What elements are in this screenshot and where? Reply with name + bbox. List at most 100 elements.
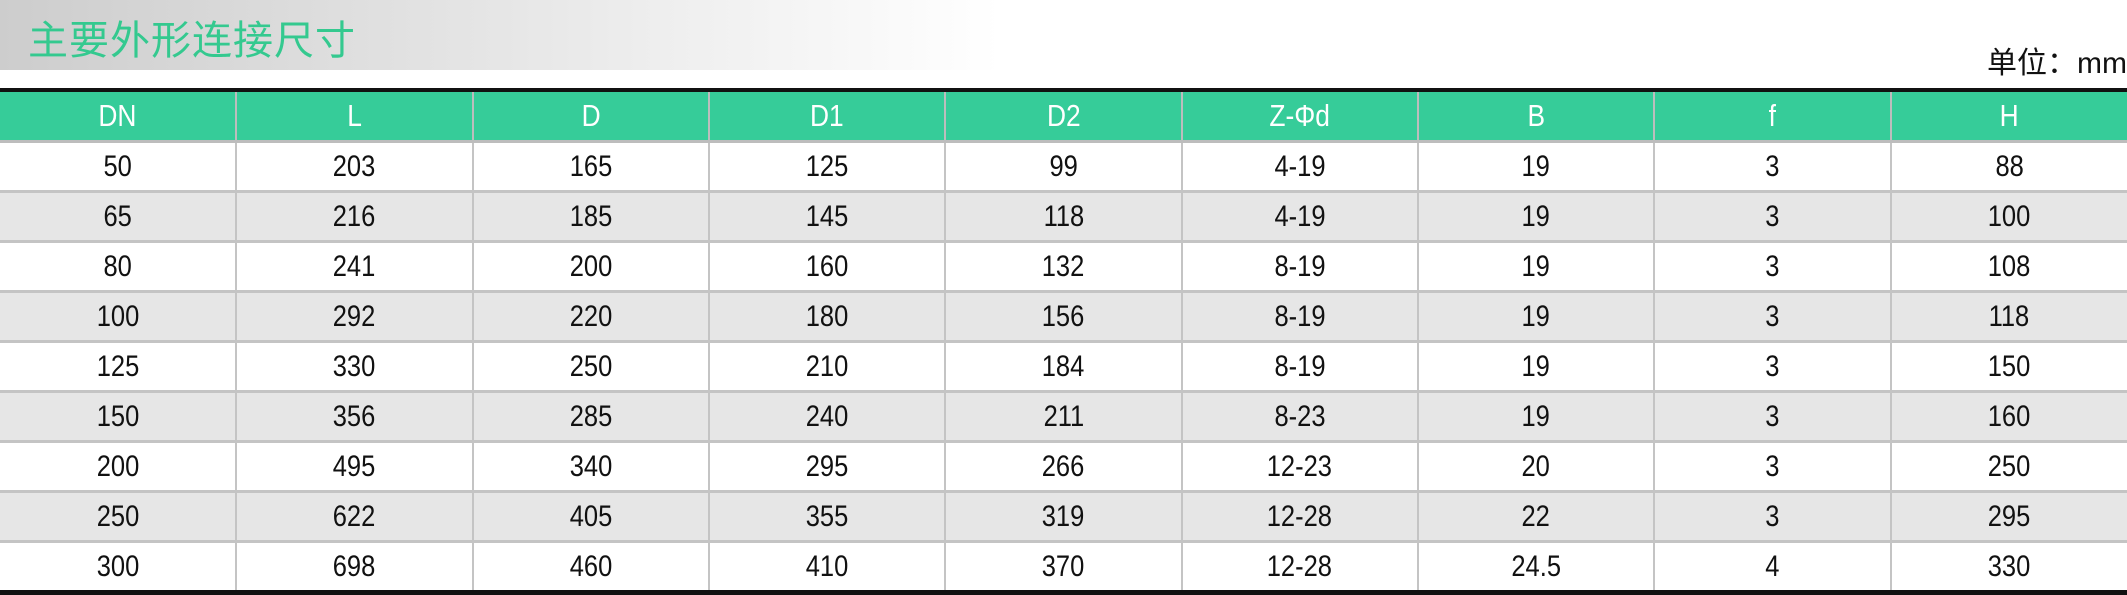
table-row: 50 203 165 125 99 4-19 19 3 88 [0, 141, 2127, 193]
cell-value: 356 [333, 399, 376, 433]
table-cell: 3 [1653, 391, 1891, 443]
cell-value: 266 [1042, 449, 1085, 483]
cell-value: 132 [1042, 249, 1085, 283]
table-cell: 24.5 [1416, 541, 1655, 593]
table-cell: 100 [1889, 191, 2127, 243]
table-cell: 185 [471, 191, 709, 243]
cell-value: 216 [333, 199, 376, 233]
table-cell: 4-19 [1180, 141, 1418, 193]
table-cell: 22 [1416, 491, 1655, 543]
table-cell: 240 [707, 391, 946, 443]
table-cell: 20 [1416, 441, 1655, 493]
table-cell: 19 [1416, 391, 1655, 443]
cell-value: 319 [1042, 499, 1085, 533]
cell-value: 12-28 [1267, 549, 1333, 583]
cell-value: 19 [1521, 249, 1551, 283]
column-header: D1 [707, 90, 946, 143]
cell-value: 156 [1042, 299, 1085, 333]
cell-value: 180 [805, 299, 849, 333]
cell-value: 88 [1995, 149, 2024, 183]
table-cell: 80 [0, 241, 237, 293]
cell-value: 160 [1988, 399, 2031, 433]
cell-value: 203 [333, 149, 376, 183]
cell-value: 50 [103, 149, 132, 183]
section-title: 主要外形连接尺寸 [28, 19, 356, 63]
table-cell: 8-19 [1180, 241, 1418, 293]
cell-value: 118 [1988, 299, 2030, 333]
table-cell: 125 [707, 141, 946, 193]
cell-value: 12-28 [1267, 499, 1333, 533]
table-cell: 108 [1889, 241, 2127, 293]
column-header-label: Z-Φd [1269, 98, 1331, 133]
cell-value: 698 [333, 549, 376, 583]
table-cell: 8-23 [1180, 391, 1418, 443]
table-cell: 292 [235, 291, 473, 343]
table-cell: 250 [471, 341, 709, 393]
table-cell: 250 [1889, 441, 2127, 493]
cell-value: 295 [805, 449, 849, 483]
column-header-label: f [1768, 98, 1777, 133]
table-row: 300 698 460 410 370 12-28 24.5 4 330 [0, 541, 2127, 593]
table-cell: 210 [707, 341, 946, 393]
table-cell: 12-23 [1180, 441, 1418, 493]
column-header: D [471, 90, 709, 143]
cell-value: 3 [1765, 399, 1780, 433]
cell-value: 370 [1042, 549, 1085, 583]
table-cell: 8-19 [1180, 291, 1418, 343]
cell-value: 100 [96, 299, 139, 333]
table-cell: 295 [1889, 491, 2127, 543]
cell-value: 145 [805, 199, 849, 233]
table-body: 50 203 165 125 99 4-19 19 3 88 65 216 185 145 118 4-19… [0, 141, 2127, 593]
column-header-label: B [1527, 98, 1545, 133]
table-cell: 184 [944, 341, 1182, 393]
cell-value: 100 [1988, 199, 2031, 233]
table-cell: 118 [944, 191, 1182, 243]
table-cell: 12-28 [1180, 491, 1418, 543]
cell-value: 8-19 [1274, 249, 1326, 283]
cell-value: 410 [805, 549, 849, 583]
cell-value: 3 [1765, 199, 1780, 233]
table-cell: 405 [471, 491, 709, 543]
cell-value: 250 [1988, 449, 2031, 483]
table-row: 80 241 200 160 132 8-19 19 3 108 [0, 241, 2127, 293]
cell-value: 4-19 [1274, 149, 1326, 183]
column-header-label: DN [98, 98, 137, 133]
cell-value: 220 [569, 299, 613, 333]
table-cell: 370 [944, 541, 1182, 593]
cell-value: 80 [103, 249, 132, 283]
table-cell: 211 [944, 391, 1182, 443]
cell-value: 3 [1765, 299, 1780, 333]
table-cell: 340 [471, 441, 709, 493]
table-cell: 3 [1653, 341, 1891, 393]
table-cell: 330 [235, 341, 473, 393]
table-row: 65 216 185 145 118 4-19 19 3 100 [0, 191, 2127, 243]
table-cell: 125 [0, 341, 237, 393]
table-cell: 19 [1416, 141, 1655, 193]
cell-value: 340 [569, 449, 613, 483]
table-cell: 88 [1889, 141, 2127, 193]
column-header-label: L [347, 98, 362, 133]
table-cell: 156 [944, 291, 1182, 343]
table-cell: 200 [0, 441, 237, 493]
table-cell: 12-28 [1180, 541, 1418, 593]
table-cell: 300 [0, 542, 236, 593]
column-header-label: D2 [1046, 98, 1081, 133]
column-header: H [1889, 90, 2127, 143]
cell-value: 108 [1988, 249, 2031, 283]
table-cell: 145 [707, 191, 946, 243]
cell-value: 19 [1521, 149, 1551, 183]
cell-value: 99 [1049, 149, 1078, 183]
cell-value: 4 [1765, 549, 1780, 583]
table-cell: 460 [471, 541, 709, 593]
table-row: 100 292 220 180 156 8-19 19 3 118 [0, 291, 2127, 343]
cell-value: 330 [1988, 549, 2031, 583]
cell-value: 300 [96, 549, 139, 583]
cell-value: 200 [96, 449, 139, 483]
cell-value: 8-23 [1274, 399, 1326, 433]
cell-value: 19 [1521, 399, 1551, 433]
table-row: 125 330 250 210 184 8-19 19 3 150 [0, 341, 2127, 393]
table-cell: 99 [944, 141, 1182, 193]
table-cell: 160 [707, 241, 946, 293]
title-bar: 主要外形连接尺寸 [0, 0, 1000, 70]
cell-value: 8-19 [1274, 349, 1326, 383]
